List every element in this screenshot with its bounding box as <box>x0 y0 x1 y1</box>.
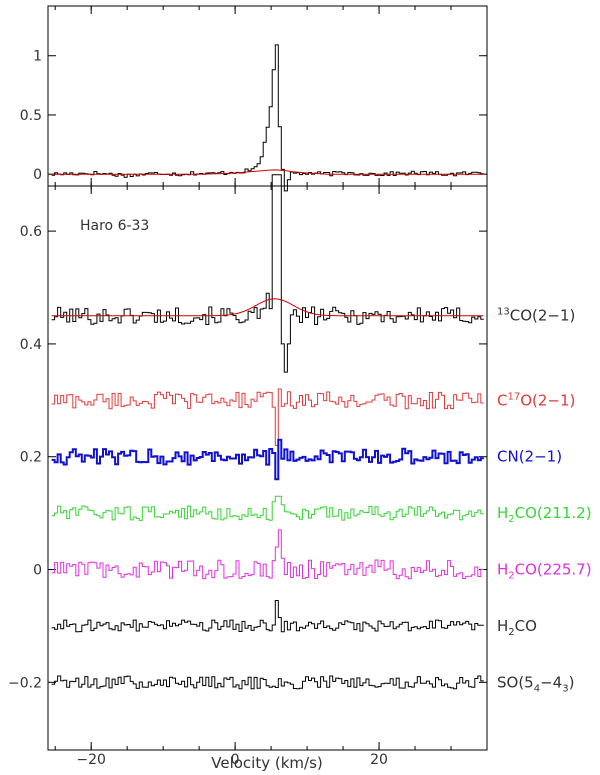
series-label: H2CO <box>497 617 537 638</box>
series-label: 13CO(2−1) <box>497 307 575 325</box>
y-tick-label: 0 <box>33 563 42 579</box>
y-tick-label: 0.2 <box>20 450 42 466</box>
spectrum-line <box>51 388 484 446</box>
y-tick-label: 0.5 <box>20 108 42 124</box>
bottom-panel: −20 0 20 −0.2 0 0.2 0.4 0.6 13CO(2−1) C17O(2−1) C… <box>8 174 592 772</box>
bottom-panel-series-labels: 13CO(2−1) C17O(2−1) CN(2−1) H2CO(211.2) H2CO… <box>497 307 592 695</box>
gaussian-fit-line <box>51 298 484 317</box>
bottom-panel-frame <box>47 185 488 751</box>
top-panel-series <box>51 44 484 192</box>
top-panel-ticks: 00.51 <box>20 6 488 186</box>
y-tick-label: 1 <box>33 49 42 65</box>
spectrum-line <box>51 529 484 580</box>
bottom-panel-series <box>51 174 484 690</box>
top-series-0 <box>51 44 484 192</box>
top-panel-frame <box>47 5 488 187</box>
spectrum-line <box>51 174 484 373</box>
series-label: SO(54−43) <box>497 673 574 694</box>
x-tick-label: 20 <box>370 752 388 768</box>
x-tick-label: 0 <box>231 752 240 768</box>
x-tick-label: −20 <box>76 752 106 768</box>
spectrum-line <box>51 600 484 633</box>
top-panel: 00.51 <box>20 5 488 192</box>
series-label: H2CO(225.7) <box>497 561 592 582</box>
spectrum-line <box>51 675 484 690</box>
series-label: CN(2−1) <box>497 448 562 466</box>
spectrum-line <box>51 438 484 481</box>
y-tick-label: 0 <box>33 167 42 183</box>
bottom-panel-ticks: −20 0 20 −0.2 0 0.2 0.4 0.6 <box>8 186 488 768</box>
source-annotation: Haro 6-33 <box>80 218 149 234</box>
series-label: H2CO(211.2) <box>497 504 592 525</box>
series-label: C17O(2−1) <box>497 391 575 409</box>
x-axis-label: Velocity (km/s) <box>211 754 322 772</box>
y-tick-label: 0.4 <box>20 337 42 353</box>
spectrum-line <box>51 495 484 521</box>
y-tick-label: 0.6 <box>20 224 42 240</box>
top-series-1 <box>51 169 484 175</box>
y-tick-label: −0.2 <box>8 675 42 691</box>
